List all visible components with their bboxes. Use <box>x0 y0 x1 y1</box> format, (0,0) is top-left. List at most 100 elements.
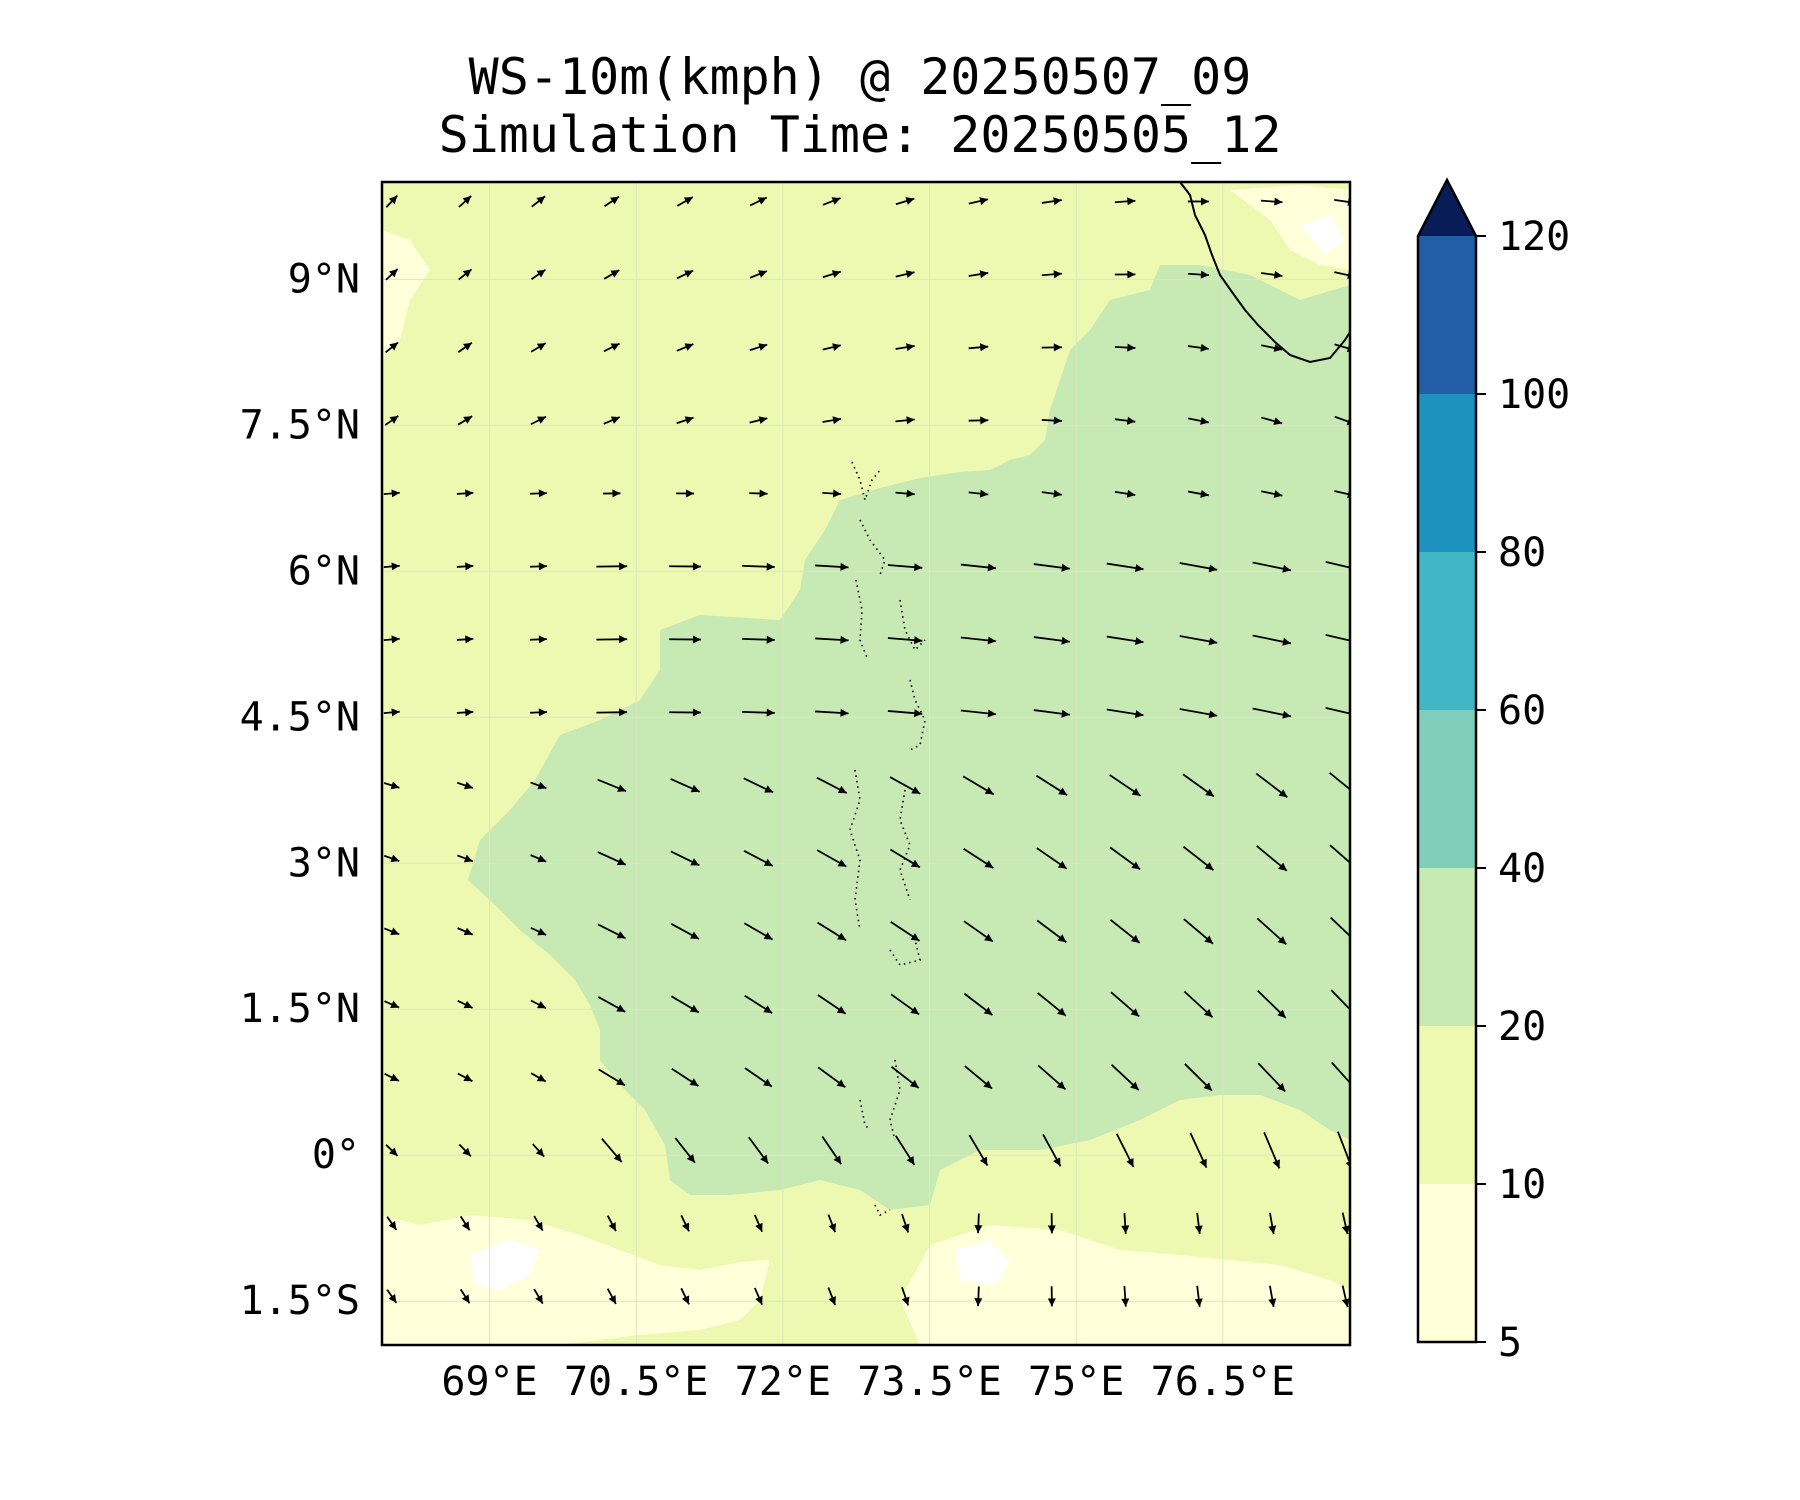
wind-arrow <box>529 708 547 717</box>
wind-arrow <box>1047 1286 1056 1307</box>
lat-tick-label: 6°N <box>288 548 360 594</box>
wind-arrow <box>1179 708 1218 719</box>
wind-arrow <box>822 416 842 425</box>
wind-arrow <box>386 1289 398 1304</box>
wind-arrow <box>742 562 775 571</box>
wind-arrow <box>456 635 474 644</box>
wind-arrow <box>1041 270 1062 279</box>
wind-arrow <box>529 635 547 644</box>
wind-arrow <box>606 1215 617 1232</box>
wind-arrow <box>968 489 989 498</box>
wind-arrow <box>530 926 547 936</box>
wind-arrow <box>383 854 400 863</box>
wind-arrow <box>598 1068 626 1087</box>
wind-arrow <box>676 196 694 207</box>
wind-arrow <box>1037 1064 1067 1091</box>
wind-arrow <box>968 197 989 205</box>
wind-arrow <box>457 1000 473 1009</box>
wind-arrow <box>670 923 700 940</box>
wind-arrow <box>603 342 620 353</box>
wind-arrow <box>601 1138 623 1163</box>
wind-arrow <box>1325 707 1350 715</box>
wind-arrow <box>1033 709 1070 718</box>
lat-tick-label: 1.5°S <box>240 1278 360 1324</box>
wind-arrow <box>1187 270 1210 279</box>
wind-arrow <box>383 708 400 717</box>
wind-arrow <box>1114 197 1136 206</box>
wind-arrow <box>895 197 915 206</box>
wind-arrow <box>743 849 774 867</box>
maldives-atolls <box>849 461 926 1217</box>
wind-arrow <box>962 775 995 796</box>
wind-arrow <box>1110 1064 1140 1091</box>
wind-arrow <box>822 343 842 352</box>
wind-arrow <box>1329 844 1350 864</box>
wind-arrow <box>680 1287 690 1305</box>
wind-arrow <box>674 1137 696 1164</box>
wind-arrow <box>604 195 620 208</box>
wind-arrow <box>753 1287 763 1306</box>
wind-arrow <box>889 848 921 869</box>
wind-arrow <box>1331 1061 1350 1085</box>
wind-arrow <box>816 849 847 868</box>
speed-band-5-10-patch <box>900 1225 1350 1345</box>
wind-arrow <box>1187 489 1209 498</box>
wind-arrow <box>529 489 547 498</box>
wind-arrow <box>386 1216 398 1231</box>
wind-arrow <box>669 708 701 717</box>
wind-arrow <box>530 268 546 280</box>
wind-arrow <box>895 270 915 278</box>
lon-tick-label: 76.5°E <box>1151 1359 1296 1405</box>
wind-arrow <box>1106 708 1144 718</box>
wind-arrow <box>1260 197 1283 206</box>
wind-arrow <box>1256 845 1288 872</box>
wind-arrow <box>1183 918 1214 945</box>
wind-arrow <box>1255 772 1288 798</box>
lon-tick-label: 75°E <box>1028 1359 1124 1405</box>
wind-arrow <box>457 1072 473 1082</box>
wind-arrow <box>458 268 473 281</box>
calm-patch <box>1300 215 1345 255</box>
wind-arrow <box>889 776 921 795</box>
wind-arrow <box>1182 773 1215 798</box>
wind-arrow <box>1036 919 1067 943</box>
wind-arrow <box>1260 270 1283 279</box>
title-line-1: WS-10m(kmph) @ 20250507_09 <box>468 48 1252 106</box>
wind-arrow <box>827 1287 837 1306</box>
wind-arrow <box>676 489 695 498</box>
wind-arrow <box>963 920 994 943</box>
wind-arrow <box>1110 991 1140 1018</box>
lat-tick-label: 9°N <box>288 256 360 302</box>
wind-arrow <box>671 995 700 1014</box>
wind-arrow <box>532 1143 545 1158</box>
wind-arrow <box>814 562 849 571</box>
wind-arrow <box>968 270 989 279</box>
lat-tick-label: 3°N <box>288 840 360 886</box>
wind-arrow <box>385 268 399 281</box>
calm-patch <box>955 1240 1010 1285</box>
wind-arrow <box>1252 561 1292 573</box>
wind-arrow <box>1325 634 1350 642</box>
wind-arrow <box>968 416 989 425</box>
wind-arrow <box>1109 846 1141 871</box>
wind-arrow <box>960 563 997 572</box>
colorbar-tick-label: 120 <box>1498 214 1570 260</box>
wind-arrow <box>814 708 849 717</box>
wind-arrow <box>1194 1285 1203 1307</box>
wind-arrow <box>887 709 923 718</box>
wind-arrow <box>1268 1285 1277 1308</box>
wind-arrow <box>385 195 398 208</box>
wind-arrow <box>459 1288 471 1304</box>
wind-arrow <box>1035 774 1068 796</box>
wind-arrow <box>596 635 628 644</box>
wind-arrow <box>530 415 547 426</box>
wind-arrow <box>1189 1132 1208 1169</box>
map-gridlines <box>382 182 1350 1345</box>
wind-arrow <box>814 635 849 644</box>
colorbar-segment <box>1418 710 1476 868</box>
wind-arrow <box>748 1136 769 1165</box>
wind-arrow <box>901 1213 910 1233</box>
wind-arrow <box>1041 489 1062 498</box>
wind-arrow <box>383 489 400 498</box>
